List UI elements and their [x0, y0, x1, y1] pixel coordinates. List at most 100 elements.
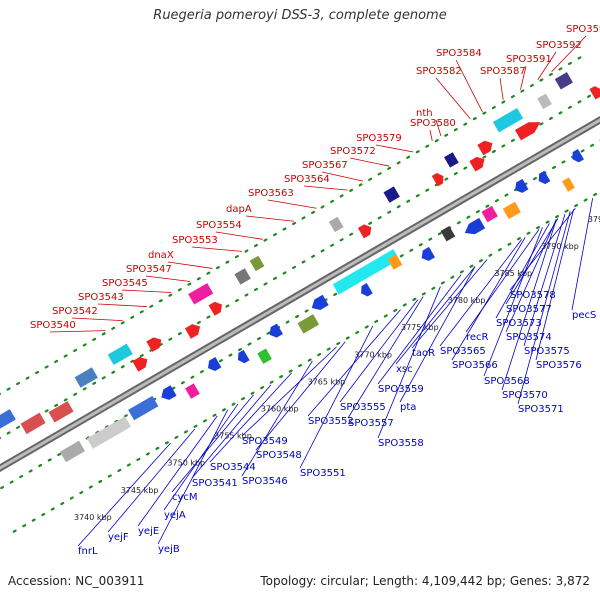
gene-feature	[59, 440, 85, 463]
gene-arrow-forward	[357, 224, 372, 239]
gene-feature	[249, 255, 265, 272]
gene-label-top: SPO3543	[78, 292, 124, 303]
gene-box	[74, 367, 98, 388]
gene-label-bottom: SPO3568	[484, 376, 530, 387]
gene-label-bottom: xsc	[396, 364, 413, 375]
leader-line-top	[435, 77, 471, 120]
leader-line-top	[435, 119, 442, 137]
gene-label-bottom: cycM	[172, 492, 198, 503]
gene-label-bottom: SPO3559	[378, 384, 424, 395]
leader-line-top	[537, 51, 557, 80]
gene-feature	[234, 268, 251, 285]
gene-label-top: SPO3593	[566, 24, 600, 35]
kbp-tick-label: 3795 kbp	[588, 215, 600, 224]
gene-arrow-forward	[132, 357, 148, 372]
gene-feature	[48, 401, 74, 423]
gene-feature	[562, 177, 575, 192]
gene-feature	[440, 225, 456, 242]
gene-box	[383, 186, 400, 203]
gene-label-top: SPO3567	[302, 160, 348, 171]
leader-line-bottom	[241, 346, 337, 437]
leader-line-bottom	[571, 198, 594, 311]
gene-feature	[481, 205, 498, 223]
kbp-tick-label: 3745 kbp	[121, 486, 159, 495]
gene-feature	[469, 156, 485, 172]
kbp-tick-label: 3755 kbp	[214, 432, 252, 441]
gene-label-top: SPO3579	[356, 133, 402, 144]
gene-label-top: SPO3554	[196, 220, 242, 231]
leader-line-top	[499, 77, 504, 100]
gene-box	[257, 348, 272, 364]
gene-label-bottom: SPO3573	[496, 318, 542, 329]
leader-line-bottom	[163, 403, 239, 511]
accession-text: Accession: NC_003911	[8, 574, 145, 588]
map-title: Ruegeria pomeroyi DSS-3, complete genome	[153, 8, 447, 23]
leader-line-bottom	[505, 219, 557, 333]
gene-label-bottom: SPO3577	[506, 304, 552, 315]
gene-box	[444, 152, 459, 168]
gene-label-top: SPO3591	[506, 54, 552, 65]
leader-line-top	[145, 275, 191, 282]
gene-box	[481, 205, 498, 223]
gene-box	[107, 343, 133, 366]
gene-label-bottom: SPO3557	[348, 418, 394, 429]
gene-label-bottom: SPO3544	[210, 462, 256, 473]
gene-feature	[357, 224, 372, 239]
kbp-tick-label: 3765 kbp	[308, 377, 346, 386]
gene-label-top: SPO3553	[172, 235, 218, 246]
gene-label-top: SPO3545	[102, 278, 148, 289]
gene-box	[332, 249, 400, 295]
gene-box	[387, 254, 403, 270]
leader-line-bottom	[299, 325, 374, 469]
gene-box	[188, 283, 214, 305]
kbp-tick-label: 3770 kbp	[354, 350, 392, 359]
gene-box	[328, 216, 344, 233]
gene-arrow-reverse	[237, 349, 250, 364]
leader-line-bottom	[171, 394, 254, 493]
gene-label-bottom: fnrL	[78, 546, 98, 557]
kbp-tick-label: 3785 kbp	[494, 269, 532, 278]
gene-arrow-forward	[146, 337, 162, 352]
gene-feature	[257, 348, 272, 364]
leader-line-bottom	[523, 214, 566, 347]
gene-box	[86, 416, 131, 449]
gene-label-bottom: SPO3551	[300, 468, 346, 479]
leader-line-bottom	[377, 274, 462, 385]
leader-line-top	[191, 246, 243, 252]
gene-box	[492, 107, 524, 133]
gene-label-bottom: SPO3574	[506, 332, 552, 343]
kbp-tick-label: 3775 kbp	[401, 323, 439, 332]
leader-line-bottom	[77, 442, 171, 547]
gene-feature	[431, 172, 444, 187]
gene-label-bottom: SPO3570	[502, 390, 548, 401]
leader-line-bottom	[411, 259, 488, 349]
kbp-tick-label: 3760 kbp	[261, 404, 299, 413]
gene-feature	[421, 246, 436, 261]
gene-label-top: SPO3580	[410, 118, 456, 129]
gene-label-top: SPO3564	[284, 174, 330, 185]
kbp-tick-label: 3740 kbp	[74, 513, 112, 522]
guide-dots	[0, 53, 587, 396]
leader-line-bottom	[347, 296, 424, 419]
leader-line-bottom	[535, 209, 575, 361]
gene-box	[59, 440, 85, 463]
leader-line-top	[455, 59, 483, 113]
gene-arrow-reverse	[361, 283, 373, 297]
gene-arrow-forward	[589, 86, 600, 100]
leader-line-bottom	[483, 227, 543, 377]
gene-label-bottom: SPO3571	[518, 404, 564, 415]
leader-line-top	[97, 303, 147, 307]
leader-line-top	[321, 171, 364, 182]
gene-box	[48, 401, 74, 423]
leader-line-top	[551, 35, 587, 73]
gene-arrow-forward	[477, 140, 493, 156]
guide-dots	[0, 88, 600, 440]
gene-feature	[311, 294, 329, 310]
leader-line-bottom	[255, 341, 346, 451]
gene-arrow-reverse	[269, 323, 283, 338]
gene-arrow-forward	[208, 301, 222, 316]
gene-feature	[297, 314, 320, 334]
gene-label-top: SPO3540	[30, 320, 76, 331]
gene-feature	[387, 254, 403, 270]
